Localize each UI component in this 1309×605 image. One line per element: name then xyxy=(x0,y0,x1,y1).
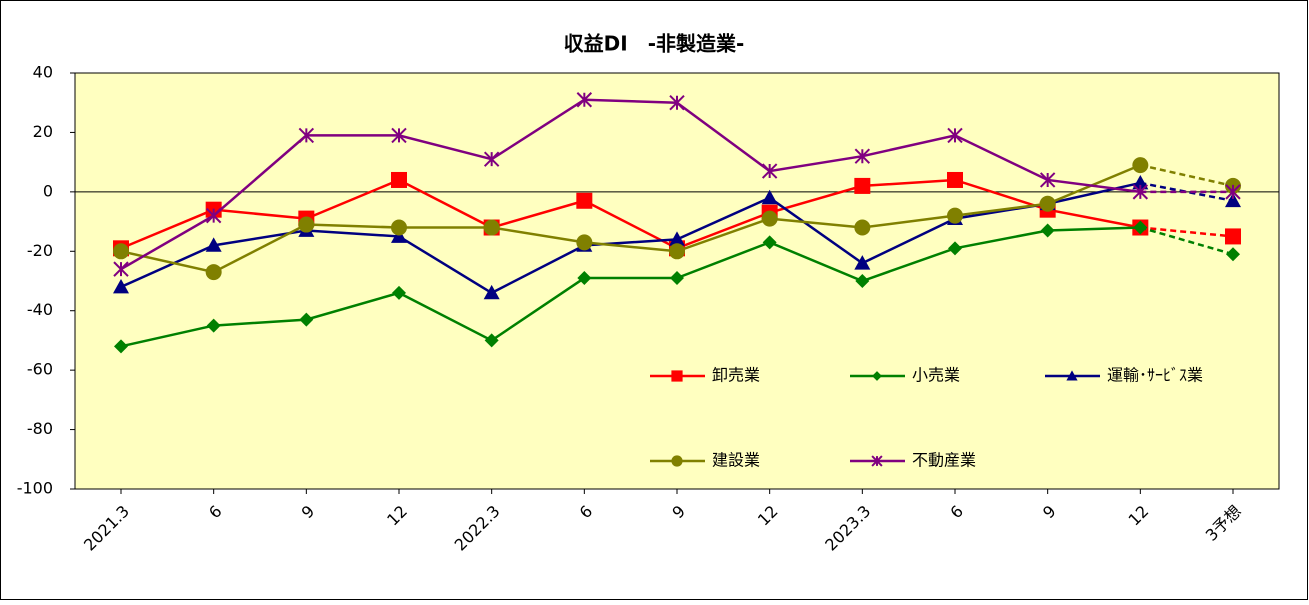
marker xyxy=(854,219,871,236)
marker xyxy=(1132,174,1149,190)
marker xyxy=(392,285,406,300)
marker xyxy=(113,243,129,260)
marker xyxy=(671,370,683,382)
y-tick-label: 0 xyxy=(43,181,53,200)
marker xyxy=(1225,228,1241,245)
marker xyxy=(761,189,778,205)
forecast-line xyxy=(1140,181,1234,202)
marker xyxy=(113,278,129,294)
marker xyxy=(1132,184,1149,200)
forecast-line xyxy=(1139,226,1234,256)
y-tick-label: 40 xyxy=(33,63,53,82)
marker xyxy=(1225,184,1241,200)
marker xyxy=(113,261,129,277)
marker xyxy=(577,271,592,286)
marker xyxy=(947,171,963,188)
marker xyxy=(670,271,684,286)
legend-label: 運輸･ｻｰﾋﾞｽ業 xyxy=(1107,366,1203,385)
series-line xyxy=(120,98,1141,271)
marker xyxy=(298,127,315,144)
y-tick-label: -80 xyxy=(27,419,53,438)
marker xyxy=(299,312,314,327)
y-tick-label: 20 xyxy=(33,122,53,141)
marker xyxy=(1132,157,1149,174)
marker xyxy=(205,237,222,252)
marker xyxy=(854,148,871,164)
marker xyxy=(391,127,407,144)
marker xyxy=(576,92,593,108)
series-line xyxy=(120,178,1141,250)
marker xyxy=(576,192,593,209)
marker xyxy=(483,219,500,236)
legend-label: 建設業 xyxy=(712,451,760,470)
y-tick-label: -40 xyxy=(27,300,53,319)
marker xyxy=(298,216,315,233)
marker xyxy=(391,228,407,243)
series-line xyxy=(120,226,1141,348)
marker xyxy=(854,255,871,270)
marker xyxy=(483,284,500,300)
forecast-line xyxy=(1140,226,1234,238)
marker xyxy=(855,274,870,288)
marker xyxy=(948,241,962,256)
marker xyxy=(762,235,777,250)
marker xyxy=(1066,370,1078,381)
marker xyxy=(761,210,778,227)
series-line xyxy=(120,163,1141,274)
marker xyxy=(205,264,222,281)
chart-title: 収益DI -非製造業- xyxy=(564,32,745,56)
marker xyxy=(854,177,871,194)
marker xyxy=(947,127,963,144)
marker xyxy=(391,171,407,188)
marker xyxy=(1040,223,1055,238)
forecast-line xyxy=(1140,163,1234,188)
marker xyxy=(576,234,593,251)
marker xyxy=(669,231,685,246)
marker xyxy=(391,219,407,236)
marker xyxy=(205,207,222,224)
legend-label: 不動産業 xyxy=(912,451,976,470)
y-tick-label: -100 xyxy=(17,479,53,498)
y-tick-label: -20 xyxy=(27,241,53,260)
marker xyxy=(206,318,221,333)
y-tick-label: -60 xyxy=(27,360,53,379)
marker xyxy=(1226,247,1240,262)
marker xyxy=(484,333,499,348)
marker xyxy=(114,339,128,354)
marker xyxy=(1039,195,1056,212)
marker xyxy=(483,151,500,167)
marker xyxy=(947,207,963,224)
marker xyxy=(669,95,685,111)
marker xyxy=(1133,220,1148,235)
legend-label: 小売業 xyxy=(912,366,960,385)
marker xyxy=(1039,172,1056,188)
marker xyxy=(871,455,883,467)
marker xyxy=(669,243,685,260)
marker xyxy=(761,163,778,179)
legend-label: 卸売業 xyxy=(712,366,760,385)
marker xyxy=(872,371,882,381)
marker xyxy=(1225,192,1241,208)
marker xyxy=(671,455,683,467)
